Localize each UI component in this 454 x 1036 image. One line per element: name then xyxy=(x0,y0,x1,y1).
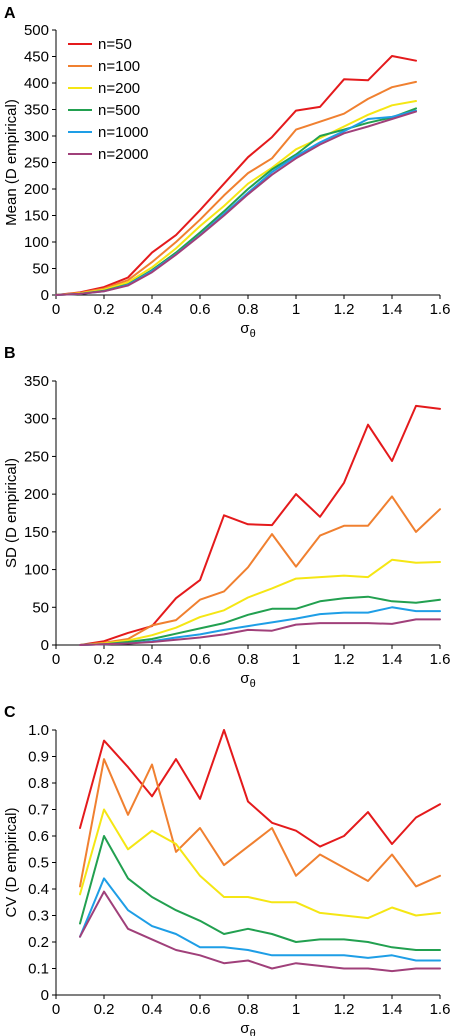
series-line-n-500 xyxy=(79,595,441,646)
x-tick-label: 0 xyxy=(52,301,60,318)
x-axis-title: σθ xyxy=(240,320,255,340)
series-line-n-200 xyxy=(79,558,441,646)
series-line-n-1000 xyxy=(79,877,441,962)
legend-label: n=500 xyxy=(98,102,140,119)
y-axis-title: Mean (D empirical) xyxy=(3,99,20,226)
y-tick-label: 0.3 xyxy=(28,908,49,925)
x-tick-label: 0.6 xyxy=(190,301,211,318)
x-tick-label: 0.6 xyxy=(190,651,211,668)
y-tick-label: 150 xyxy=(24,208,49,225)
series-line-n-100 xyxy=(79,758,441,888)
x-tick-label: 0.4 xyxy=(142,301,163,318)
y-tick-label: 100 xyxy=(24,562,49,579)
x-tick-label: 0.4 xyxy=(142,1001,163,1018)
y-tick-label: 0 xyxy=(41,287,49,304)
x-tick-label: 0.2 xyxy=(94,651,115,668)
y-tick-label: 250 xyxy=(24,155,49,172)
x-tick-label: 1.6 xyxy=(430,1001,451,1018)
series-line-n-50 xyxy=(55,55,417,296)
y-tick-label: 50 xyxy=(32,261,49,278)
panel-label: C xyxy=(4,704,16,721)
x-tick-label: 0 xyxy=(52,1001,60,1018)
y-tick-label: 300 xyxy=(24,128,49,145)
y-tick-label: 250 xyxy=(24,448,49,465)
y-tick-label: 0.2 xyxy=(28,934,49,951)
y-tick-label: 450 xyxy=(24,49,49,66)
x-tick-label: 1.6 xyxy=(430,651,451,668)
y-tick-label: 150 xyxy=(24,524,49,541)
x-axis-title: σθ xyxy=(240,1020,255,1036)
y-tick-label: 500 xyxy=(24,22,49,39)
legend-label: n=100 xyxy=(98,58,140,75)
series-line-n-2000 xyxy=(79,618,441,646)
y-tick-label: 0.7 xyxy=(28,802,49,819)
y-tick-label: 100 xyxy=(24,234,49,251)
series-line-n-50 xyxy=(79,404,441,646)
x-tick-label: 0.8 xyxy=(238,301,259,318)
x-tick-label: 1.4 xyxy=(382,651,403,668)
y-tick-label: 350 xyxy=(24,102,49,119)
legend-label: n=50 xyxy=(98,36,132,53)
x-axis-title: σθ xyxy=(240,670,255,690)
legend-label: n=2000 xyxy=(98,146,148,163)
y-tick-label: 0.8 xyxy=(28,775,49,792)
y-tick-label: 0.1 xyxy=(28,961,49,978)
y-tick-label: 0.5 xyxy=(28,855,49,872)
series-line-n-2000 xyxy=(79,890,441,973)
panel-a: A 0 50 100 150 200 250 300 350 400 450 500 0 0.2 0.4 0.… xyxy=(3,5,450,340)
x-tick-label: 1.4 xyxy=(382,1001,403,1018)
x-tick-label: 1 xyxy=(292,1001,300,1018)
x-tick-label: 1.2 xyxy=(334,651,355,668)
y-tick-label: 200 xyxy=(24,486,49,503)
legend: n=50 n=100 n=200 n=500 n=1000 n=2000 xyxy=(68,36,148,163)
series-line-n-200 xyxy=(55,100,417,296)
y-tick-label: 0.9 xyxy=(28,749,49,766)
y-tick-label: 0 xyxy=(41,987,49,1004)
y-tick-label: 400 xyxy=(24,75,49,92)
series-line-n-2000 xyxy=(55,110,417,296)
x-tick-label: 0.4 xyxy=(142,651,163,668)
series-line-n-100 xyxy=(55,80,417,296)
x-tick-label: 0 xyxy=(52,651,60,668)
x-tick-label: 0.2 xyxy=(94,301,115,318)
x-tick-label: 0.2 xyxy=(94,1001,115,1018)
legend-label: n=200 xyxy=(98,80,140,97)
panel-c: C 0 0.1 0.2 0.3 0.4 0.5 0.6 0.7 0.8 0.9 1.0 0 0.2 0.4 0… xyxy=(3,704,450,1036)
y-tick-label: 0.6 xyxy=(28,828,49,845)
x-tick-label: 0.8 xyxy=(238,651,259,668)
y-axis-title: CV (D empirical) xyxy=(3,807,20,917)
series-line-n-50 xyxy=(79,729,441,848)
panel-label: A xyxy=(4,5,16,22)
x-tick-label: 1 xyxy=(292,301,300,318)
series-line-n-100 xyxy=(79,495,441,646)
panel-b: B 0 50 100 150 200 250 300 350 0 0.2 0.4 0.6 0.8 1 1.2 1… xyxy=(3,345,450,690)
y-tick-label: 1.0 xyxy=(28,722,49,739)
x-tick-label: 1.2 xyxy=(334,301,355,318)
x-tick-label: 0.8 xyxy=(238,1001,259,1018)
x-tick-label: 1 xyxy=(292,651,300,668)
y-tick-label: 350 xyxy=(24,373,49,390)
y-tick-label: 300 xyxy=(24,411,49,428)
y-tick-label: 0 xyxy=(41,637,49,654)
x-tick-label: 1.4 xyxy=(382,301,403,318)
x-tick-label: 1.6 xyxy=(430,301,451,318)
y-axis-title: SD (D empirical) xyxy=(3,458,20,568)
y-tick-label: 200 xyxy=(24,181,49,198)
series-line-n-200 xyxy=(79,808,441,920)
panel-label: B xyxy=(4,345,16,362)
legend-label: n=1000 xyxy=(98,124,148,141)
y-tick-label: 50 xyxy=(32,599,49,616)
x-tick-label: 1.2 xyxy=(334,1001,355,1018)
y-tick-label: 0.4 xyxy=(28,881,49,898)
x-tick-label: 0.6 xyxy=(190,1001,211,1018)
series-line-n-500 xyxy=(79,835,441,951)
